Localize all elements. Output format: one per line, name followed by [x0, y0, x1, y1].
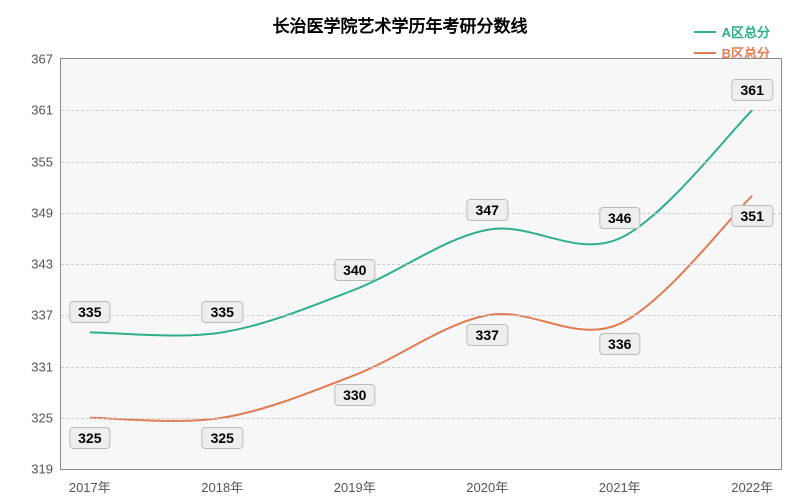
data-label: 325 — [69, 427, 110, 449]
chart-container: 长治医学院艺术学历年考研分数线 A区总分B区总分 319325331337343… — [0, 0, 800, 500]
xtick-label: 2018年 — [201, 477, 243, 496]
xtick-label: 2021年 — [599, 477, 641, 496]
data-label: 335 — [69, 301, 110, 323]
gridline — [61, 110, 781, 111]
ytick-label: 349 — [31, 205, 53, 220]
data-label: 361 — [732, 79, 773, 101]
series-line — [90, 196, 752, 421]
ytick-label: 325 — [31, 410, 53, 425]
legend-label: A区总分 — [722, 22, 770, 41]
data-label: 336 — [599, 333, 640, 355]
plot-area: 3193253313373433493553613672017年2018年201… — [60, 58, 782, 470]
ytick-label: 367 — [31, 52, 53, 67]
legend-item: A区总分 — [694, 22, 770, 41]
xtick-label: 2020年 — [466, 477, 508, 496]
data-label: 347 — [467, 199, 508, 221]
gridline — [61, 418, 781, 419]
xtick-label: 2019年 — [334, 477, 376, 496]
data-label: 330 — [334, 384, 375, 406]
ytick-label: 343 — [31, 257, 53, 272]
data-label: 337 — [467, 324, 508, 346]
xtick-label: 2022年 — [731, 477, 773, 496]
gridline — [61, 315, 781, 316]
gridline — [61, 162, 781, 163]
data-label: 346 — [599, 207, 640, 229]
ytick-label: 337 — [31, 308, 53, 323]
gridline — [61, 264, 781, 265]
ytick-label: 355 — [31, 154, 53, 169]
data-label: 351 — [732, 205, 773, 227]
data-label: 325 — [202, 427, 243, 449]
data-label: 340 — [334, 259, 375, 281]
chart-title: 长治医学院艺术学历年考研分数线 — [0, 12, 800, 37]
ytick-label: 361 — [31, 103, 53, 118]
gridline — [61, 213, 781, 214]
data-label: 335 — [202, 301, 243, 323]
ytick-label: 331 — [31, 359, 53, 374]
gridline — [61, 367, 781, 368]
xtick-label: 2017年 — [69, 477, 111, 496]
legend-line-icon — [694, 31, 716, 33]
legend-line-icon — [694, 52, 716, 54]
ytick-label: 319 — [31, 462, 53, 477]
